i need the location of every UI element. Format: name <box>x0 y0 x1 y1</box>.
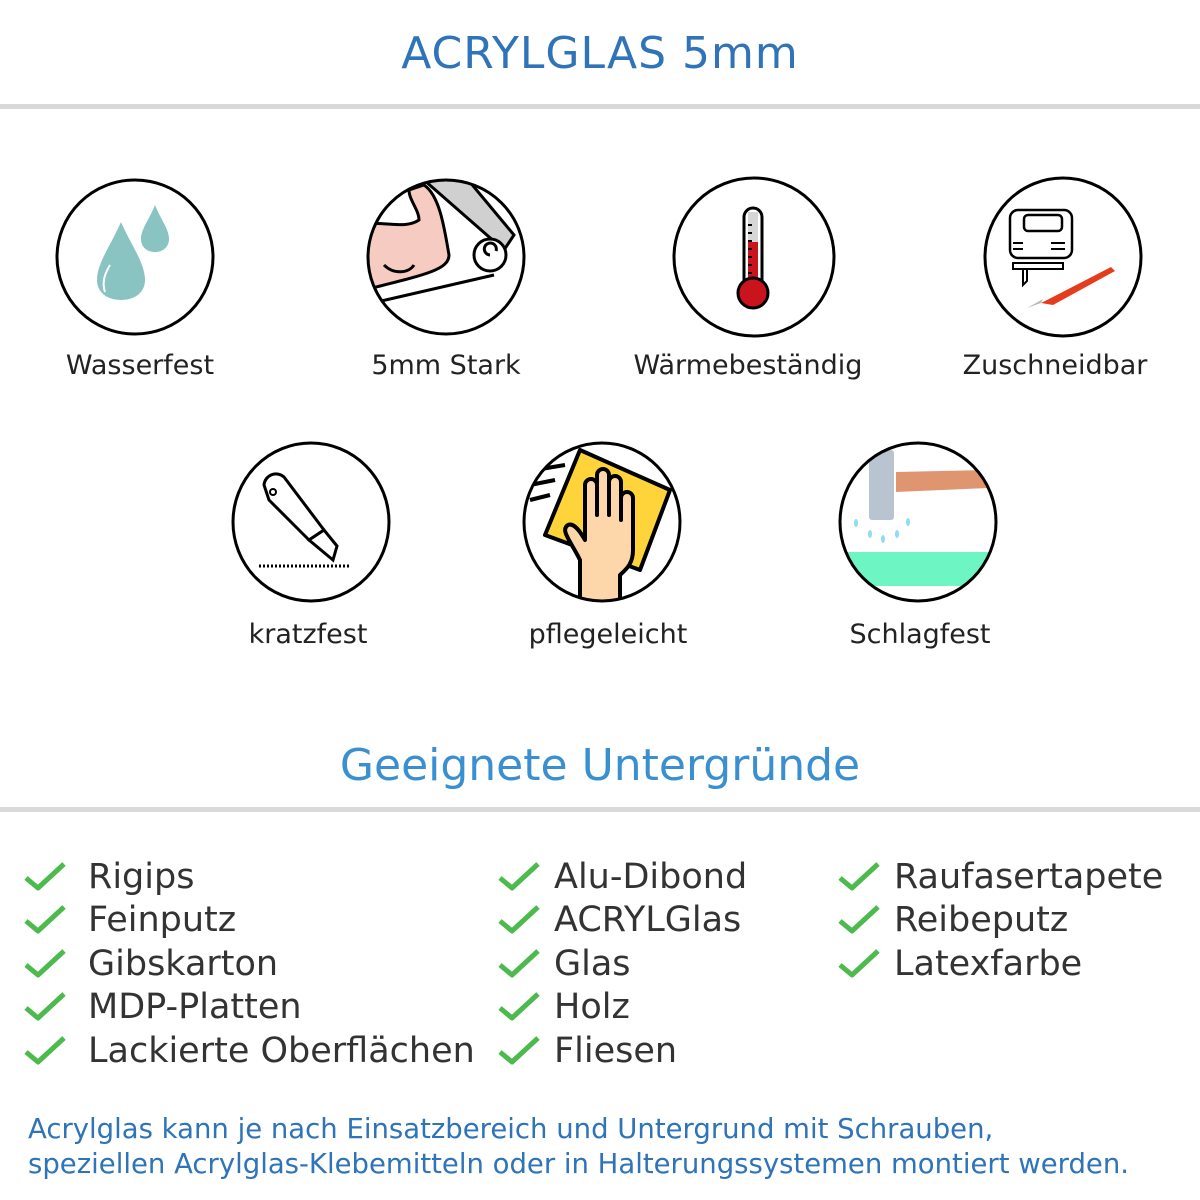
surface-label: Rigips <box>88 856 195 897</box>
checkmark-icon <box>838 861 880 891</box>
surface-label: Reibeputz <box>894 900 1069 941</box>
mounting-note-line-1: Acrylglas kann je nach Einsatzbereich un… <box>28 1113 994 1145</box>
surface-label: Holz <box>554 987 630 1028</box>
checkmark-icon <box>498 1035 540 1065</box>
feature-label-wasserfest: Wasserfest <box>65 350 215 381</box>
checkmark-icon <box>498 861 540 891</box>
surface-label: MDP-Platten <box>88 987 302 1028</box>
checkmark-icon <box>838 948 880 978</box>
checkmark-icon <box>498 948 540 978</box>
mounting-note: Acrylglas kann je nach Einsatzbereich un… <box>28 1112 1129 1182</box>
checkmark-icon <box>24 905 66 934</box>
feature-label-kratzfest: kratzfest <box>248 619 368 650</box>
surface-item: Latexfarbe <box>838 942 1163 986</box>
surface-item: Alu-Dibond <box>498 855 747 899</box>
surfaces-heading: Geeignete Untergründe <box>339 740 861 791</box>
surface-item: Lackierte Oberflächen <box>24 1029 475 1073</box>
surface-label: Feinputz <box>88 900 237 941</box>
checkmark-icon <box>838 905 880 934</box>
hand-cloth-icon <box>522 441 682 603</box>
checkmark-icon <box>498 992 540 1021</box>
surface-label: Latexfarbe <box>894 943 1083 984</box>
surface-label: Lackierte Oberflächen <box>88 1030 475 1071</box>
surface-item: MDP-Platten <box>24 986 475 1030</box>
surfaces-column-2: Alu-Dibond ACRYLGlas Glas Holz Fliesen <box>498 855 747 1073</box>
surface-item: ACRYLGlas <box>498 899 747 943</box>
water-drops-icon <box>55 178 215 336</box>
surface-item: Fliesen <box>498 1029 747 1073</box>
feature-label-waermebestaendig: Wärmebeständig <box>633 350 863 381</box>
feature-label-pflegeleicht: pflegeleicht <box>528 619 688 650</box>
jigsaw-knife-icon <box>983 176 1143 338</box>
hammer-icon <box>838 441 998 603</box>
surface-item: Reibeputz <box>838 899 1163 943</box>
checkmark-icon <box>24 861 66 891</box>
surface-label: Gibskarton <box>88 943 279 984</box>
divider <box>0 807 1200 812</box>
surfaces-column-1: Rigips Feinputz Gibskarton MDP-Platten Lacki… <box>24 855 475 1073</box>
divider <box>0 104 1200 109</box>
surface-item: Raufasertapete <box>838 855 1163 899</box>
feature-label-5mm-stark: 5mm Stark <box>371 350 521 381</box>
surfaces-column-3: Raufasertapete Reibeputz Latexfarbe <box>838 855 1163 986</box>
page-title: ACRYLGLAS 5mm <box>401 28 799 79</box>
mounting-note-line-2: speziellen Acrylglas-Klebemitteln oder i… <box>28 1148 1130 1180</box>
surface-label: Fliesen <box>554 1030 678 1071</box>
checkmark-icon <box>24 1035 66 1065</box>
flexed-arm-icon <box>366 178 526 336</box>
surface-label: Alu-Dibond <box>554 856 748 897</box>
checkmark-icon <box>24 992 66 1021</box>
cutter-knife-icon <box>231 441 391 603</box>
feature-label-zuschneidbar: Zuschneidbar <box>962 350 1148 381</box>
surface-label: Raufasertapete <box>894 856 1164 897</box>
surface-item: Feinputz <box>24 899 475 943</box>
checkmark-icon <box>498 905 540 934</box>
checkmark-icon <box>24 948 66 978</box>
thermometer-icon <box>672 176 836 338</box>
feature-label-schlagfest: Schlagfest <box>849 619 991 650</box>
surface-item: Glas <box>498 942 747 986</box>
surface-item: Rigips <box>24 855 475 899</box>
surface-label: ACRYLGlas <box>554 900 742 941</box>
surface-item: Holz <box>498 986 747 1030</box>
surface-item: Gibskarton <box>24 942 475 986</box>
surface-label: Glas <box>554 943 631 984</box>
